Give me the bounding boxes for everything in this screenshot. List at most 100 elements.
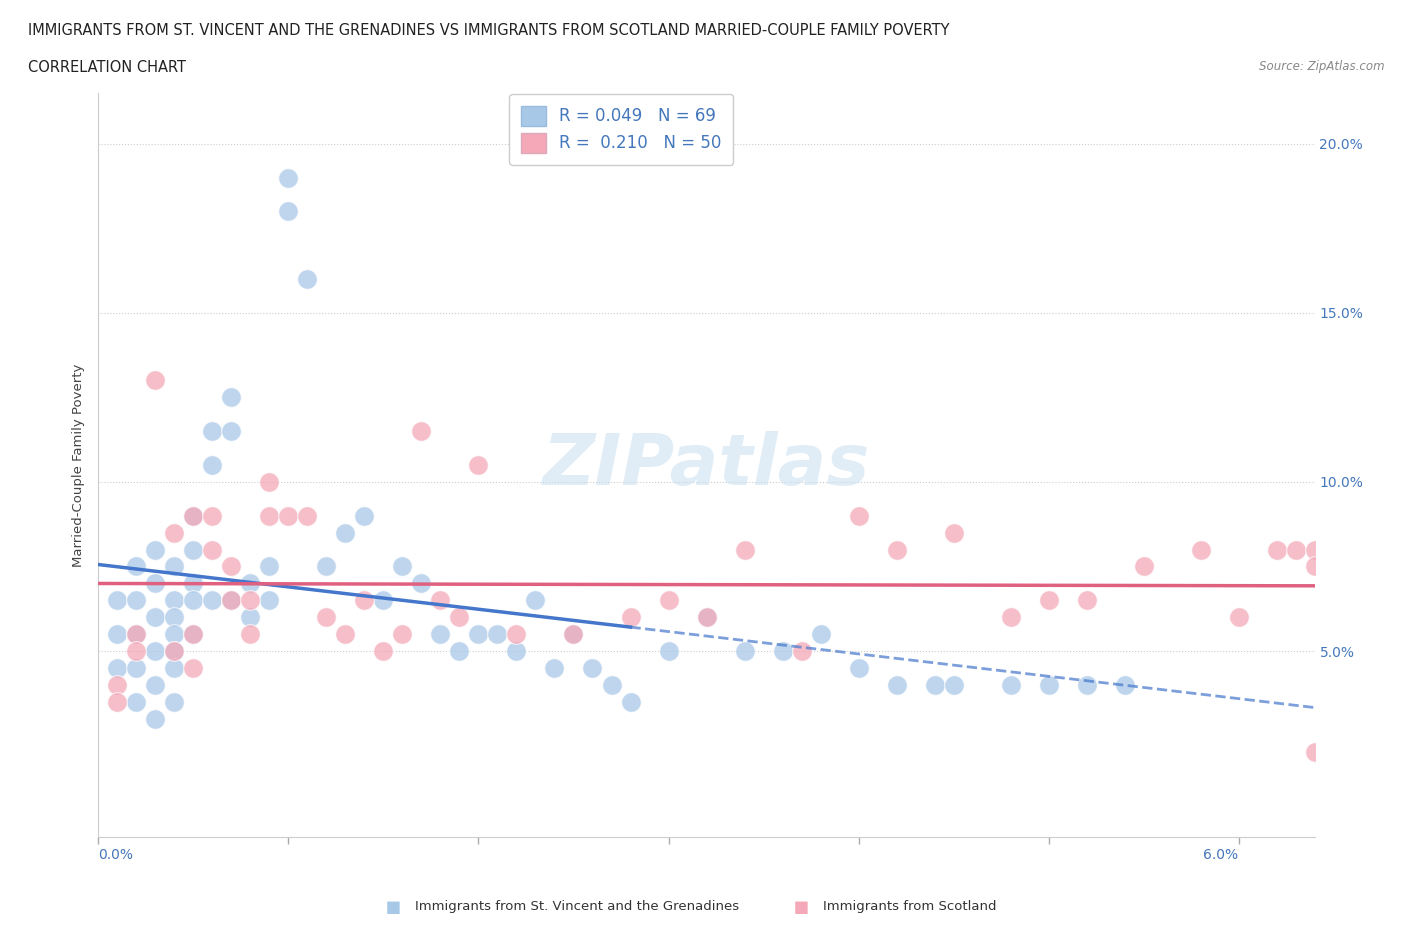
Point: [163, 644, 186, 658]
Point: [848, 660, 870, 675]
Point: [505, 644, 527, 658]
Point: [1189, 542, 1212, 557]
Point: [315, 610, 337, 625]
Point: [734, 542, 756, 557]
Point: [277, 509, 299, 524]
Point: [942, 677, 965, 692]
Point: [145, 644, 167, 658]
Text: ▪: ▪: [793, 895, 810, 919]
Point: [696, 610, 718, 625]
Point: [125, 627, 148, 642]
Point: [1038, 592, 1060, 607]
Text: CORRELATION CHART: CORRELATION CHART: [28, 60, 186, 75]
Point: [163, 610, 186, 625]
Point: [1303, 559, 1326, 574]
Point: [239, 592, 262, 607]
Point: [183, 592, 205, 607]
Point: [619, 695, 641, 710]
Point: [391, 559, 413, 574]
Point: [221, 592, 243, 607]
Point: [259, 592, 281, 607]
Point: [183, 627, 205, 642]
Point: [486, 627, 509, 642]
Point: [696, 610, 718, 625]
Point: [277, 204, 299, 219]
Point: [562, 627, 585, 642]
Point: [1038, 677, 1060, 692]
Point: [107, 592, 129, 607]
Point: [429, 627, 451, 642]
Point: [277, 170, 299, 185]
Point: [1076, 592, 1098, 607]
Point: [1114, 677, 1136, 692]
Point: [125, 660, 148, 675]
Point: [125, 559, 148, 574]
Point: [373, 644, 395, 658]
Text: Immigrants from Scotland: Immigrants from Scotland: [823, 900, 995, 913]
Point: [201, 509, 224, 524]
Point: [163, 592, 186, 607]
Point: [886, 677, 908, 692]
Point: [125, 644, 148, 658]
Point: [107, 677, 129, 692]
Text: 0.0%: 0.0%: [98, 848, 134, 862]
Point: [221, 424, 243, 439]
Point: [183, 576, 205, 591]
Text: IMMIGRANTS FROM ST. VINCENT AND THE GRENADINES VS IMMIGRANTS FROM SCOTLAND MARRI: IMMIGRANTS FROM ST. VINCENT AND THE GREN…: [28, 23, 949, 38]
Point: [886, 542, 908, 557]
Point: [1076, 677, 1098, 692]
Point: [145, 677, 167, 692]
Point: [619, 610, 641, 625]
Point: [221, 390, 243, 405]
Point: [942, 525, 965, 540]
Point: [145, 610, 167, 625]
Y-axis label: Married-Couple Family Poverty: Married-Couple Family Poverty: [72, 364, 86, 566]
Point: [734, 644, 756, 658]
Point: [183, 542, 205, 557]
Point: [505, 627, 527, 642]
Point: [259, 509, 281, 524]
Point: [772, 644, 794, 658]
Point: [391, 627, 413, 642]
Point: [1284, 542, 1306, 557]
Point: [163, 695, 186, 710]
Point: [1132, 559, 1154, 574]
Point: [790, 644, 813, 658]
Point: [239, 627, 262, 642]
Legend: R = 0.049   N = 69, R =  0.210   N = 50: R = 0.049 N = 69, R = 0.210 N = 50: [509, 94, 734, 165]
Point: [239, 610, 262, 625]
Point: [297, 272, 319, 286]
Point: [183, 509, 205, 524]
Point: [1303, 542, 1326, 557]
Point: [1000, 677, 1022, 692]
Point: [600, 677, 623, 692]
Point: [221, 592, 243, 607]
Point: [125, 695, 148, 710]
Text: Immigrants from St. Vincent and the Grenadines: Immigrants from St. Vincent and the Gren…: [415, 900, 740, 913]
Point: [201, 542, 224, 557]
Point: [107, 695, 129, 710]
Point: [467, 627, 489, 642]
Point: [581, 660, 603, 675]
Point: [163, 627, 186, 642]
Point: [201, 458, 224, 472]
Point: [373, 592, 395, 607]
Point: [562, 627, 585, 642]
Point: [125, 627, 148, 642]
Point: [221, 559, 243, 574]
Text: Source: ZipAtlas.com: Source: ZipAtlas.com: [1260, 60, 1385, 73]
Point: [1000, 610, 1022, 625]
Point: [125, 592, 148, 607]
Point: [183, 627, 205, 642]
Point: [924, 677, 946, 692]
Point: [163, 559, 186, 574]
Point: [259, 474, 281, 489]
Text: ▪: ▪: [385, 895, 402, 919]
Point: [1265, 542, 1288, 557]
Point: [1227, 610, 1250, 625]
Point: [145, 576, 167, 591]
Point: [201, 424, 224, 439]
Point: [657, 644, 679, 658]
Point: [145, 711, 167, 726]
Point: [335, 525, 357, 540]
